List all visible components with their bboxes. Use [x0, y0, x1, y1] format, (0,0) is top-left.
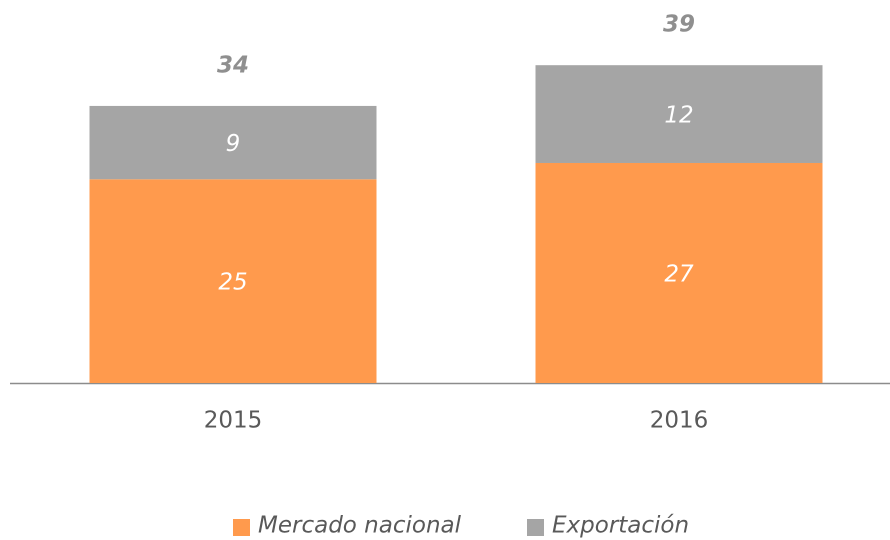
- x-tick-label: 2016: [650, 408, 709, 434]
- data-label: 9: [226, 131, 241, 157]
- total-label: 39: [663, 12, 695, 38]
- x-tick-label: 2015: [204, 408, 263, 434]
- data-label: 27: [664, 261, 694, 287]
- total-label: 34: [217, 52, 249, 78]
- data-label: 12: [664, 103, 693, 129]
- legend-label: Exportación: [552, 513, 689, 539]
- bar-segment: [89, 105, 377, 180]
- bar-segment: [535, 65, 823, 163]
- bar-segment: [89, 179, 377, 383]
- legend-swatch: [233, 519, 250, 536]
- data-label: 25: [218, 270, 247, 296]
- legend-label: Mercado nacional: [258, 513, 462, 539]
- legend-swatch: [527, 519, 544, 536]
- bar-segment: [535, 162, 823, 383]
